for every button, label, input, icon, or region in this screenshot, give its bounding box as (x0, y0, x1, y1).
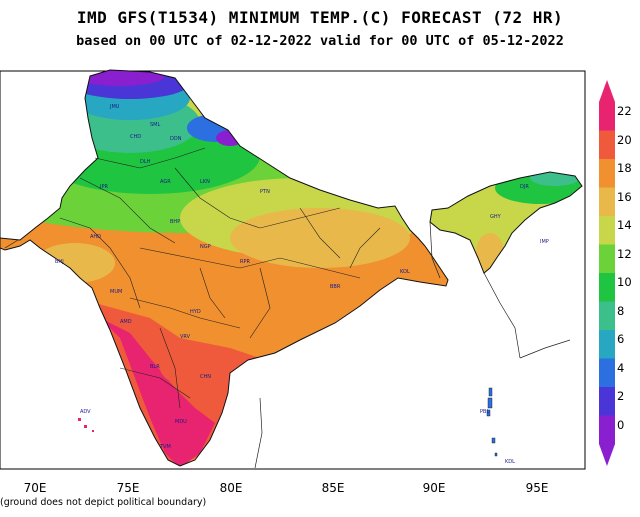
footnote: (ground does not depict political bounda… (0, 497, 207, 508)
station-label: KOL (400, 269, 410, 275)
temperature-map: JMU CHD SML DDN DLH JPR AGR LKN PTN BHP NGP RPR AHD B… (0, 69, 586, 470)
x-tick-label: 75E (116, 481, 140, 495)
station-label: JPR (99, 184, 108, 190)
colorbar-label: 0 (617, 417, 625, 432)
colorbar-label: 20 (617, 132, 632, 147)
station-label: PBL (480, 409, 489, 415)
colorbar-label: 2 (617, 389, 625, 403)
colorbar-label: 10 (617, 275, 632, 289)
station-label: KDL (505, 459, 515, 465)
station-label: ADV (80, 409, 91, 415)
colorbar-segment (599, 301, 615, 331)
colorbar-segment (599, 273, 615, 302)
andaman-nicobar-islands (486, 387, 498, 457)
x-tick-label: 90E (422, 481, 446, 495)
colorbar-label: 16 (617, 189, 632, 204)
x-tick-label: 85E (321, 481, 345, 495)
station-label: MDU (175, 419, 187, 425)
station-label: DLH (140, 159, 151, 165)
colorbar-label: 18 (617, 161, 632, 175)
station-label: DDN (170, 136, 182, 142)
station-label: DJR (520, 184, 529, 190)
station-label: NGP (200, 244, 211, 250)
colorbar-segment (599, 159, 615, 188)
lakshadweep-islands (78, 418, 94, 432)
station-label: BBR (330, 284, 341, 290)
station-label: CHD (130, 134, 141, 140)
northeast-outline (429, 171, 583, 274)
station-label: HYD (190, 309, 201, 315)
colorbar-label: 22 (617, 104, 632, 118)
station-label: AMD (120, 319, 132, 325)
station-label: TVM (159, 444, 171, 450)
colorbar-segment (599, 130, 615, 160)
colorbar-segment (599, 387, 615, 416)
colorbar-segment (599, 187, 615, 217)
colorbar-label: 12 (617, 246, 632, 261)
state-boundaries (59, 147, 381, 409)
colorbar-label: 14 (617, 218, 632, 232)
colorbar-segment (599, 244, 615, 274)
colorbar-label: 4 (617, 360, 625, 375)
colorbar-segment (599, 358, 615, 388)
colorbar-segment (599, 415, 615, 445)
station-label: AGR (160, 179, 171, 185)
station-label: BHP (170, 219, 180, 225)
station-label: GHY (490, 214, 502, 220)
neighbour-boundaries (4, 221, 571, 469)
station-label: RPR (240, 259, 250, 265)
x-tick-label: 80E (219, 481, 243, 495)
station-label: CHN (200, 374, 211, 380)
station-label: BLR (150, 364, 160, 370)
station-label: MUM (110, 289, 122, 295)
map-title: IMD GFS(T1534) MINIMUM TEMP.(C) FORECAST… (76, 8, 564, 27)
station-labels: JMU CHD SML DDN DLH JPR AGR LKN PTN BHP NGP RPR AHD B… (55, 104, 549, 465)
x-tick-label: 70E (23, 481, 47, 495)
colorbar-top-arrow (599, 80, 615, 102)
station-label: SML (150, 122, 160, 128)
colorbar-label: 8 (617, 303, 625, 318)
colorbar (599, 80, 615, 466)
colorbar-label: 6 (617, 332, 625, 346)
station-label: JMU (109, 104, 120, 110)
colorbar-bottom-arrow (599, 444, 615, 466)
station-label: PTN (260, 189, 270, 195)
colorbar-segment (599, 330, 615, 359)
station-label: IMP (540, 239, 549, 245)
colorbar-segment (599, 216, 615, 245)
station-label: VRV (180, 334, 191, 340)
map-subtitle: based on 00 UTC of 02-12-2022 valid for … (76, 33, 564, 49)
station-label: LKN (200, 179, 210, 185)
colorbar-segment (599, 102, 615, 131)
station-label: BHJ (55, 259, 64, 265)
station-label: AHD (90, 234, 101, 240)
x-tick-label: 95E (525, 481, 549, 495)
